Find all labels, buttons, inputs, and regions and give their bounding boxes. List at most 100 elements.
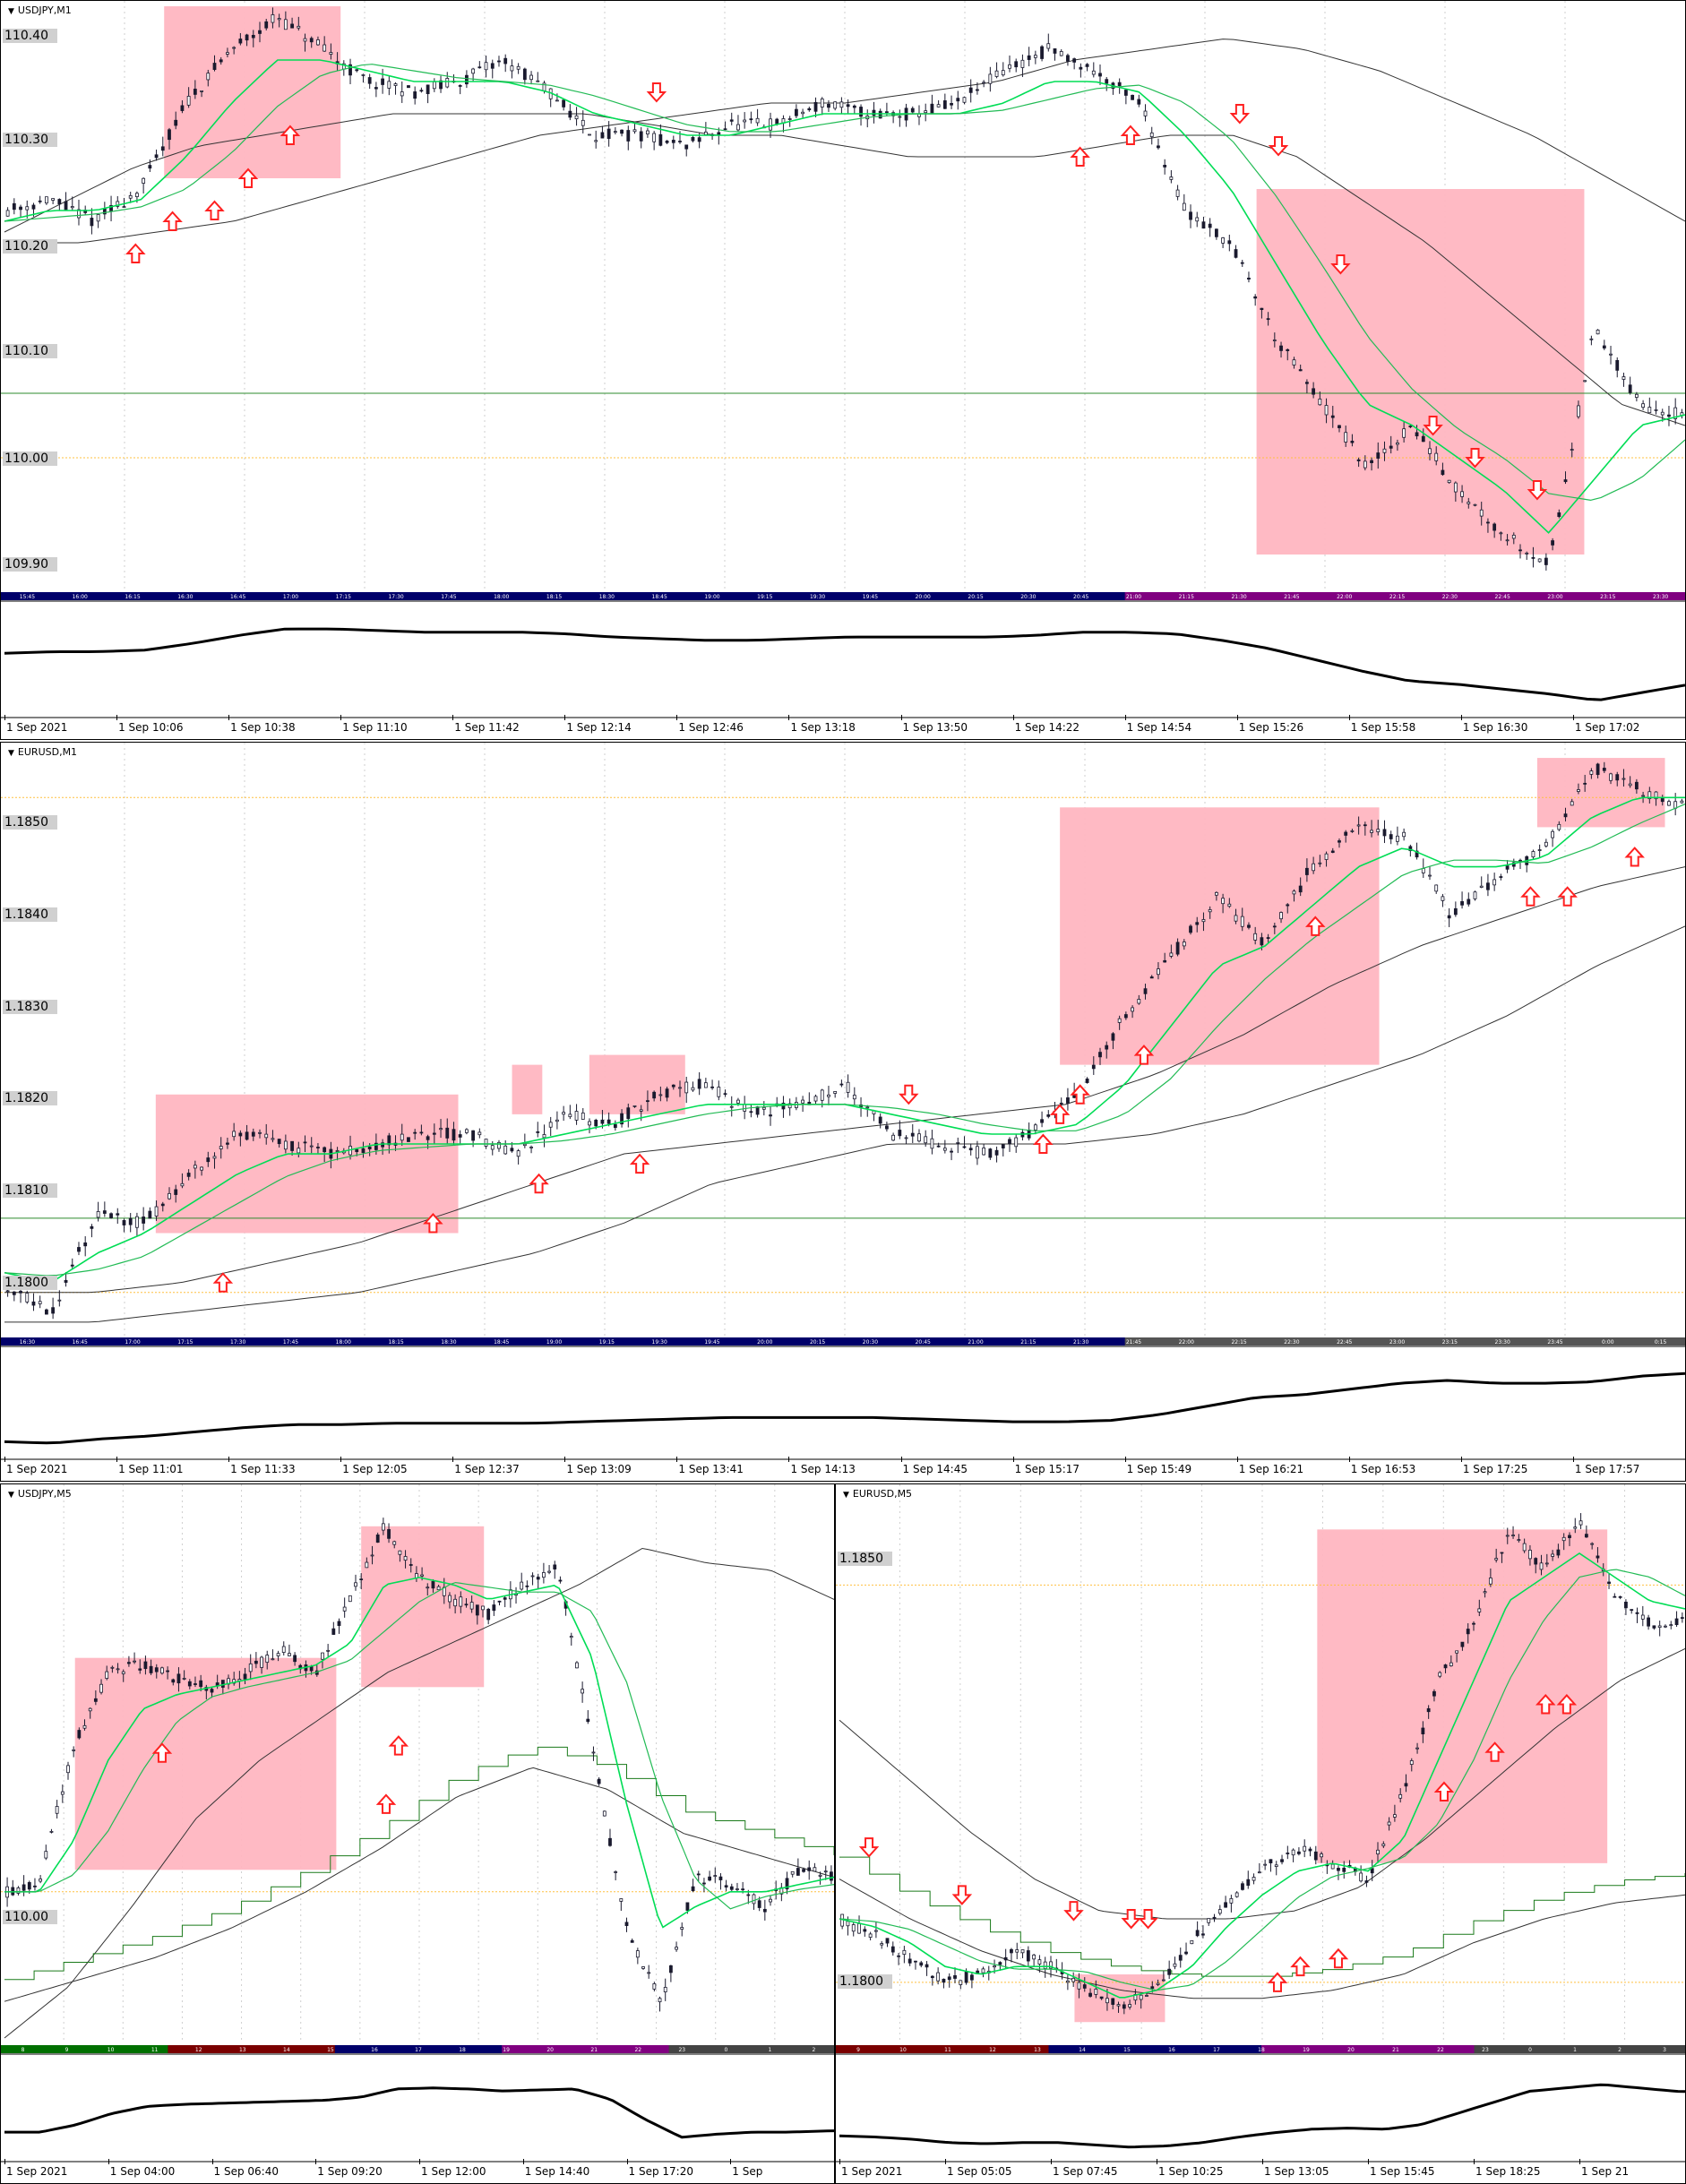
candle-body bbox=[1145, 1995, 1148, 1997]
candle-body bbox=[1667, 801, 1671, 806]
candle-body bbox=[122, 206, 126, 209]
candle bbox=[469, 1595, 474, 1613]
candle-body bbox=[1305, 867, 1309, 875]
candle-body bbox=[1544, 557, 1548, 565]
envelope-upper-line bbox=[4, 1547, 834, 2039]
candle bbox=[1094, 1980, 1098, 1999]
candle bbox=[1570, 798, 1574, 806]
candle bbox=[950, 95, 953, 109]
candle bbox=[1173, 1956, 1177, 1970]
candle bbox=[271, 1649, 275, 1661]
candle-body bbox=[1241, 1883, 1244, 1890]
dropdown-icon[interactable]: ▼ bbox=[8, 7, 14, 16]
candle bbox=[981, 1966, 985, 1978]
candle bbox=[1628, 776, 1632, 788]
dropdown-icon[interactable]: ▼ bbox=[8, 749, 14, 758]
candle bbox=[743, 112, 747, 129]
candle-body bbox=[988, 1148, 993, 1158]
candle bbox=[555, 1111, 559, 1130]
candle bbox=[1674, 1611, 1679, 1628]
candle-body bbox=[126, 1662, 131, 1664]
eurusd-m5-chart[interactable]: 9 10 11 12 13 14 15 16 17 18 19 20 21 22 23 0 1 2 3 ▼ EURUSD… bbox=[835, 1483, 1686, 2184]
candle-body bbox=[1590, 1543, 1595, 1545]
candle bbox=[497, 56, 501, 67]
candle bbox=[128, 191, 133, 203]
candle bbox=[988, 1148, 993, 1160]
price-label: 1.1820 bbox=[3, 1091, 57, 1105]
candle bbox=[813, 1094, 818, 1105]
candle-body bbox=[510, 1148, 514, 1152]
session-label: 22:45 bbox=[1495, 594, 1510, 600]
candle-body bbox=[568, 110, 572, 118]
candle bbox=[1338, 838, 1341, 848]
time-tick bbox=[1124, 1457, 1126, 1462]
session-label: 21:30 bbox=[1073, 1339, 1088, 1346]
candle-body bbox=[1280, 1859, 1284, 1862]
candle bbox=[947, 1973, 951, 1988]
candle-body bbox=[497, 1600, 502, 1603]
candle bbox=[1596, 1547, 1600, 1563]
time-tick bbox=[522, 2159, 524, 2164]
candle-body bbox=[1408, 846, 1413, 852]
candle bbox=[833, 1091, 838, 1098]
candle bbox=[872, 1109, 876, 1122]
session-label: 21:30 bbox=[1231, 594, 1246, 600]
candle bbox=[1421, 428, 1425, 443]
candle-body bbox=[1079, 66, 1083, 70]
candle bbox=[1175, 185, 1180, 201]
candle-body bbox=[166, 1670, 170, 1672]
candle-body bbox=[1363, 824, 1367, 827]
candle-body bbox=[409, 1564, 413, 1566]
candle-body bbox=[890, 1946, 895, 1953]
usdjpy-m1-chart[interactable]: 15:45 16:00 16:15 16:30 16:45 17:00 17:15 17:30… bbox=[0, 0, 1686, 740]
candle bbox=[1227, 234, 1232, 252]
candle bbox=[684, 1077, 689, 1104]
candle-body bbox=[1105, 1998, 1109, 2004]
candle-body bbox=[1312, 388, 1316, 395]
time-label: 1 Sep 05:05 bbox=[947, 2165, 1012, 2178]
candle bbox=[1246, 1870, 1251, 1889]
session-label: 13 bbox=[239, 2047, 246, 2053]
candle bbox=[639, 126, 643, 149]
candle-body bbox=[323, 1147, 327, 1153]
candle bbox=[154, 149, 159, 161]
candle-body bbox=[1246, 1879, 1251, 1887]
candle-body bbox=[1438, 1672, 1442, 1677]
candle-body bbox=[219, 1146, 223, 1149]
candle-body bbox=[400, 1133, 404, 1141]
candle bbox=[1298, 877, 1303, 897]
candle bbox=[12, 198, 16, 215]
eurusd-m1-chart[interactable]: 16:30 16:45 17:00 17:15 17:30 17:45 18:00 18:15… bbox=[0, 742, 1686, 1482]
candle-body bbox=[1214, 228, 1218, 237]
candle bbox=[186, 1169, 191, 1181]
candle bbox=[994, 1146, 999, 1163]
usdjpy-m5-chart[interactable]: 8 9 10 11 12 13 14 15 16 17 18 19 20 21 22 23 0 1 2 ▼ USDJPY… bbox=[0, 1483, 835, 2184]
candle-body bbox=[258, 30, 262, 34]
signal-up-arrow bbox=[1070, 146, 1090, 167]
time-tick bbox=[1236, 715, 1238, 720]
candle bbox=[260, 1655, 263, 1674]
candle bbox=[486, 1607, 491, 1625]
candle-body bbox=[57, 1299, 62, 1302]
dropdown-icon[interactable]: ▼ bbox=[843, 1491, 849, 1500]
candle-body bbox=[807, 1867, 812, 1871]
candle-body bbox=[374, 87, 378, 90]
candle bbox=[1182, 939, 1186, 950]
candle-body bbox=[962, 97, 967, 103]
candle-body bbox=[536, 1577, 540, 1580]
dropdown-icon[interactable]: ▼ bbox=[8, 1491, 14, 1500]
candle-body bbox=[27, 1882, 31, 1890]
candle bbox=[1053, 48, 1057, 61]
candle-body bbox=[1234, 915, 1238, 922]
session-strip bbox=[836, 2045, 1050, 2053]
candle bbox=[833, 101, 838, 111]
candle bbox=[187, 1679, 192, 1690]
candle bbox=[898, 109, 902, 127]
candle-body bbox=[1647, 407, 1652, 414]
highlight-box bbox=[1060, 807, 1380, 1065]
signal-down-arrow bbox=[1527, 480, 1548, 501]
candle bbox=[1033, 1122, 1037, 1135]
candle bbox=[872, 101, 876, 124]
candle bbox=[370, 1545, 374, 1565]
candle-body bbox=[432, 1132, 436, 1135]
